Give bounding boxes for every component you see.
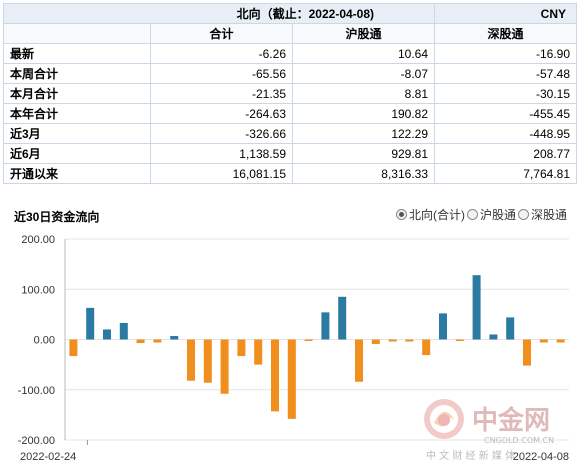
cell-shenzhen: 208.77 — [434, 143, 578, 164]
radio-shenzhen-connect-icon[interactable] — [517, 209, 529, 220]
flow-bar[interactable] — [136, 339, 145, 344]
table-row: 近3月 -326.66 122.29 -448.95 — [3, 123, 578, 144]
cell-shenzhen: -57.48 — [434, 63, 578, 84]
cell-shenzhen: -16.90 — [434, 43, 578, 64]
radio-northbound-total-icon[interactable] — [395, 209, 407, 220]
flow-bar[interactable] — [237, 339, 246, 357]
y-tick-label: 0.00 — [34, 335, 55, 347]
series-selector: 北向(合计) 沪股通 深股通 — [395, 206, 567, 223]
row-label: 开通以来 — [3, 163, 151, 184]
flow-bar[interactable] — [472, 275, 481, 340]
y-tick-label: 100.00 — [21, 284, 55, 296]
x-end-label: 2022-04-08 — [513, 451, 569, 463]
flow-bar[interactable] — [321, 312, 330, 340]
option-northbound-total[interactable]: 北向(合计) — [395, 206, 465, 223]
option-shenzhen-connect[interactable]: 深股通 — [517, 206, 567, 223]
flow-bar[interactable] — [355, 339, 363, 382]
northbound-flow-table: 北向（截止：2022-04-08) CNY 合计 沪股通 深股通 最新 -6.2… — [2, 3, 578, 184]
table-title: 北向（截止：2022-04-08) — [2, 3, 436, 24]
option-label: 深股通 — [530, 208, 567, 222]
table-row: 近6月 1,138.59 929.81 208.77 — [3, 143, 578, 164]
header-empty — [3, 23, 151, 44]
flow-bar[interactable] — [539, 339, 548, 343]
radio-shanghai-connect-icon[interactable] — [466, 209, 478, 220]
flow-bar[interactable] — [388, 339, 397, 342]
flow-bar[interactable] — [422, 339, 431, 356]
flow-bar[interactable] — [523, 339, 531, 366]
cell-total: 16,081.15 — [150, 163, 293, 184]
flow-bar[interactable] — [170, 335, 179, 340]
flow-bar[interactable] — [119, 322, 128, 340]
header-total: 合计 — [150, 23, 293, 44]
cell-shenzhen: -30.15 — [434, 83, 578, 104]
table-row: 本年合计 -264.63 190.82 -455.45 — [3, 103, 578, 124]
table-row: 本周合计 -65.56 -8.07 -57.48 — [3, 63, 578, 84]
y-tick-label: -100.00 — [18, 385, 55, 397]
currency-label: CNY — [434, 3, 578, 24]
flow-bar[interactable] — [103, 329, 111, 340]
table-row: 开通以来 16,081.15 8,316.33 7,764.81 — [3, 163, 578, 184]
flow-bar[interactable] — [506, 317, 515, 340]
flow-bar[interactable] — [304, 339, 313, 342]
cell-shenzhen: 7,764.81 — [434, 163, 578, 184]
option-label: 沪股通 — [479, 208, 516, 222]
chart-bars — [69, 275, 565, 419]
table-row: 最新 -6.26 10.64 -16.90 — [3, 43, 578, 64]
cell-total: -6.26 — [150, 43, 293, 64]
y-tick-label: 200.00 — [21, 234, 55, 246]
cngold-watermark: 中金网 CNGOLD.COM.CN 中 文 财 经 新 媒 体 — [424, 399, 554, 462]
flow-bar[interactable] — [489, 334, 498, 340]
cell-total: 1,138.59 — [150, 143, 293, 164]
flow-bar[interactable] — [254, 339, 263, 365]
chart-gridlines — [65, 238, 569, 441]
x-start-label: 2022-02-24 — [20, 451, 76, 463]
option-shanghai-connect[interactable]: 沪股通 — [466, 206, 516, 223]
y-tick-label: -200.00 — [18, 435, 55, 447]
flow-bar[interactable] — [271, 339, 279, 412]
watermark-brand: 中金网 — [472, 405, 550, 436]
table-title-row: 北向（截止：2022-04-08) CNY — [2, 3, 578, 24]
watermark-slogan: 中 文 财 经 新 媒 体 — [426, 449, 515, 462]
flow-bar[interactable] — [187, 339, 195, 381]
chart-title: 近30日资金流向 — [14, 210, 100, 224]
flow-bar[interactable] — [69, 339, 78, 357]
cell-shanghai: 929.81 — [291, 143, 436, 164]
row-label: 本年合计 — [3, 103, 151, 124]
row-label: 本周合计 — [3, 63, 151, 84]
flow-bar[interactable] — [405, 339, 414, 342]
flow-bar[interactable] — [153, 339, 162, 343]
flow-bar[interactable] — [371, 339, 380, 345]
flow-bar[interactable] — [287, 339, 296, 419]
cell-shanghai: 8,316.33 — [291, 163, 436, 184]
flow-bar[interactable] — [86, 307, 95, 340]
flow-bar[interactable] — [556, 339, 565, 343]
flow-bar[interactable] — [220, 339, 229, 394]
flow-bar[interactable] — [203, 339, 212, 383]
cell-total: -326.66 — [150, 123, 293, 144]
flow-bar[interactable] — [455, 339, 464, 342]
flow-bar[interactable] — [338, 296, 347, 340]
table-header-row: 合计 沪股通 深股通 — [3, 23, 578, 44]
cngold-logo-icon — [424, 399, 464, 439]
flow-bar[interactable] — [439, 313, 447, 340]
watermark-domain: CNGOLD.COM.CN — [484, 436, 554, 445]
chart-axes: 200.00 100.00 0.00 -100.00 -200.00 2022-02-24… — [18, 234, 569, 463]
option-label: 北向(合计) — [408, 208, 465, 222]
northbound-table-wrap: 北向（截止：2022-04-08) CNY 合计 沪股通 深股通 最新 -6.2… — [2, 3, 578, 184]
